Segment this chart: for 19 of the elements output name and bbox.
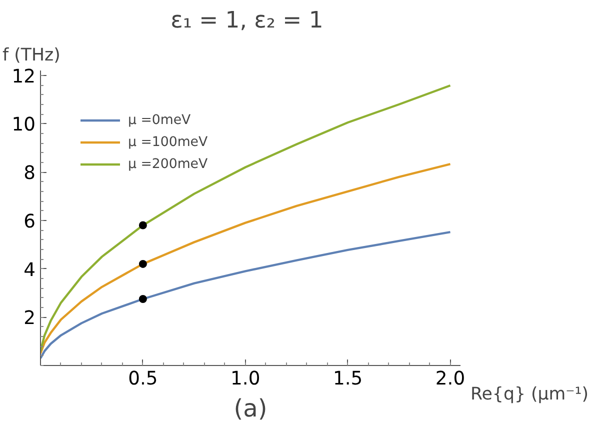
x-tick-label: 2.0 — [435, 368, 466, 390]
y-tick-label: 8 — [24, 163, 36, 184]
y-axis-title: f (THz) — [2, 46, 60, 66]
legend-label: μ =0meV — [128, 112, 191, 128]
x-axis-title: Re{q} (μm⁻¹) — [470, 384, 589, 404]
legend-label: μ =200meV — [128, 156, 208, 172]
legend-label: μ =100meV — [128, 134, 208, 150]
x-tick-label: 1.5 — [332, 368, 363, 390]
line-series — [40, 84, 452, 352]
text: (a) — [234, 394, 268, 422]
y-tick-label: 12 — [12, 66, 36, 88]
x-tick-label: 1.0 — [230, 368, 260, 390]
y-tick-label: 6 — [24, 211, 36, 232]
y-tick-label: 4 — [24, 260, 36, 281]
y-tick-label: 2 — [24, 308, 36, 330]
chart-title: ε₁ = 1, ε₂ = 1 — [170, 8, 324, 34]
x-tick-label: 0.5 — [128, 368, 158, 390]
y-tick-label: 10 — [12, 114, 36, 136]
line-series — [40, 230, 452, 360]
